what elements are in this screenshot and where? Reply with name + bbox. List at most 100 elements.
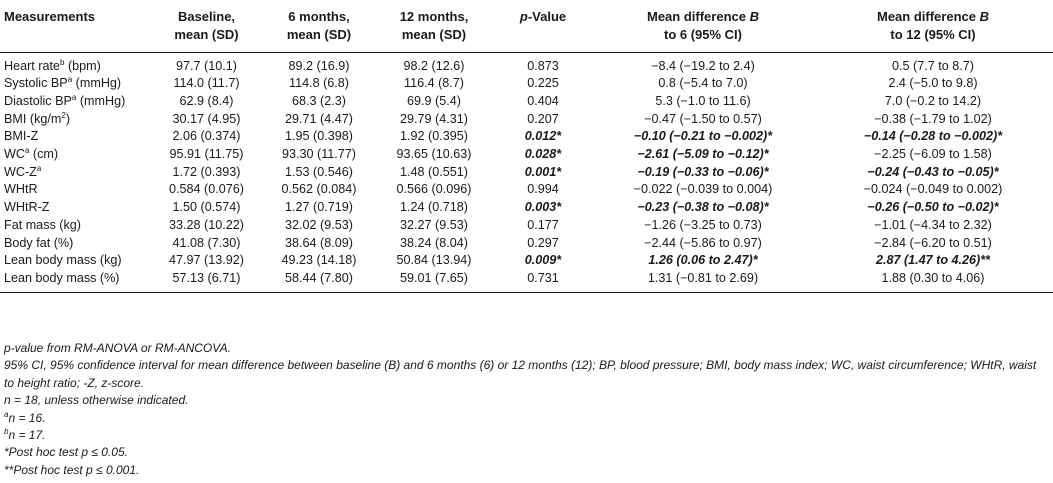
cell-diff-12: −0.024 (−0.049 to 0.002) xyxy=(863,182,1003,197)
cell-diff-12: 1.88 (0.30 to 4.06) xyxy=(813,269,1053,293)
cell-measurement: Fat mass (kg) xyxy=(4,217,81,232)
cell-12-months: 59.01 (7.65) xyxy=(375,269,493,293)
cell-p-value: 0.001* xyxy=(524,164,562,179)
cell-p-value: 0.003* xyxy=(524,200,562,215)
cell-diff-6: −0.47 (−1.50 to 0.57) xyxy=(644,111,762,126)
cell-diff-6: 0.8 (−5.4 to 7.0) xyxy=(658,76,748,91)
cell-measurement: WHtR xyxy=(4,182,38,197)
cell-baseline: 41.08 (7.30) xyxy=(172,235,241,250)
header-baseline: Baseline, mean (SD) xyxy=(150,0,263,53)
cell-baseline: 62.9 (8.4) xyxy=(179,93,234,108)
cell-diff-12: 2.87 (1.47 to 4.26)** xyxy=(875,253,991,268)
cell-p-value: 0.009* xyxy=(524,253,562,268)
results-table: Measurements Baseline, mean (SD) 6 months… xyxy=(0,0,1053,293)
cell-6-months: 1.53 (0.546) xyxy=(285,164,353,179)
table-row: Lean body mass (kg) 47.97 (13.92) 49.23 (1… xyxy=(0,252,1053,270)
cell-6-months: 49.23 (14.18) xyxy=(281,253,357,268)
cell-p-value: 0.177 xyxy=(527,217,559,232)
cell-baseline: 2.06 (0.374) xyxy=(172,129,241,144)
cell-measurement: BMI-Z xyxy=(4,129,39,144)
cell-p-value: 0.207 xyxy=(527,111,559,126)
cell-12-months: 1.92 (0.395) xyxy=(400,129,468,144)
cell-diff-12: −0.38 (−1.79 to 1.02) xyxy=(874,111,992,126)
header-p-value: p-Value xyxy=(493,0,593,53)
cell-diff-6: −0.23 (−0.38 to −0.08)* xyxy=(637,200,769,215)
footnote: bn = 17. xyxy=(4,427,46,443)
cell-diff-6: 1.26 (0.06 to 2.47)* xyxy=(648,253,758,268)
cell-6-months: 114.8 (6.8) xyxy=(289,76,349,91)
cell-diff-12: −1.01 (−4.34 to 2.32) xyxy=(874,217,992,232)
cell-12-months: 32.27 (9.53) xyxy=(400,217,468,232)
header-6-months: 6 months, mean (SD) xyxy=(263,0,375,53)
footnote: p-value from RM-ANOVA or RM-ANCOVA. xyxy=(4,341,231,355)
cell-baseline: 114.0 (11.7) xyxy=(173,76,240,91)
cell-diff-12: −0.26 (−0.50 to −0.02)* xyxy=(867,200,999,215)
cell-baseline: 0.584 (0.076) xyxy=(169,182,244,197)
cell-baseline: 95.91 (11.75) xyxy=(169,147,244,162)
cell-6-months: 32.02 (9.53) xyxy=(285,217,353,232)
cell-baseline: 30.17 (4.95) xyxy=(172,111,241,126)
cell-measurement: BMI (kg/m2) xyxy=(4,110,71,126)
cell-6-months: 1.95 (0.398) xyxy=(285,129,353,144)
cell-6-months: 1.27 (0.719) xyxy=(285,200,353,215)
table-row: WCa (cm) 95.91 (11.75) 93.30 (11.77) 93.65 … xyxy=(0,146,1053,164)
cell-6-months: 0.562 (0.084) xyxy=(281,182,357,197)
footnote: n = 18, unless otherwise indicated. xyxy=(4,393,189,408)
cell-diff-6: 5.3 (−1.0 to 11.6) xyxy=(655,93,751,108)
cell-diff-6: −0.022 (−0.039 to 0.004) xyxy=(633,182,773,197)
table-row: Systolic BPa (mmHg) 114.0 (11.7) 114.8 (6.… xyxy=(0,75,1053,93)
cell-baseline: 1.50 (0.574) xyxy=(172,200,241,215)
table-row: WC-Za 1.72 (0.393) 1.53 (0.546) 1.48 (0.551… xyxy=(0,164,1053,182)
cell-p-value: 0.873 xyxy=(527,58,559,73)
cell-measurement: Body fat (%) xyxy=(4,235,74,250)
cell-diff-6: −0.19 (−0.33 to −0.06)* xyxy=(637,164,769,179)
table-row: Lean body mass (%) 57.13 (6.71) 58.44 (7.8… xyxy=(0,269,1053,293)
footnote: 95% CI, 95% confidence interval for mean… xyxy=(4,358,1037,390)
table-row: BMI-Z 2.06 (0.374) 1.95 (0.398) 1.92 (0.395… xyxy=(0,128,1053,146)
table-footnotes: p-value from RM-ANOVA or RM-ANCOVA. 95% … xyxy=(4,340,1044,479)
cell-p-value: 0.404 xyxy=(527,93,559,108)
cell-12-months: 50.84 (13.94) xyxy=(396,253,472,268)
cell-6-months: 38.64 (8.09) xyxy=(285,235,353,250)
cell-6-months: 58.44 (7.80) xyxy=(263,269,375,293)
cell-p-value: 0.994 xyxy=(527,182,559,197)
cell-measurement: Systolic BPa (mmHg) xyxy=(4,75,122,91)
cell-12-months: 116.4 (8.7) xyxy=(404,76,464,91)
header-12-months: 12 months, mean (SD) xyxy=(375,0,493,53)
cell-baseline: 57.13 (6.71) xyxy=(150,269,263,293)
table-row: Body fat (%) 41.08 (7.30) 38.64 (8.09) 38.2… xyxy=(0,235,1053,253)
cell-diff-6: −2.61 (−5.09 to −0.12)* xyxy=(637,147,769,162)
table-row: Fat mass (kg) 33.28 (10.22) 32.02 (9.53) 32… xyxy=(0,217,1053,235)
cell-diff-6: 1.31 (−0.81 to 2.69) xyxy=(593,269,813,293)
cell-diff-12: −0.14 (−0.28 to −0.002)* xyxy=(863,129,1003,144)
table-row: Diastolic BPa (mmHg) 62.9 (8.4) 68.3 (2.3)… xyxy=(0,93,1053,111)
cell-baseline: 97.7 (10.1) xyxy=(176,58,237,73)
cell-6-months: 93.30 (11.77) xyxy=(282,147,356,162)
cell-diff-12: −0.24 (−0.43 to −0.05)* xyxy=(867,164,999,179)
cell-6-months: 89.2 (16.9) xyxy=(288,58,350,73)
cell-baseline: 33.28 (10.22) xyxy=(169,217,244,232)
cell-diff-6: −0.10 (−0.21 to −0.002)* xyxy=(633,129,773,144)
cell-diff-12: −2.25 (−6.09 to 1.58) xyxy=(874,147,992,162)
cell-baseline: 1.72 (0.393) xyxy=(172,164,241,179)
footnote: *Post hoc test p ≤ 0.05. xyxy=(4,445,128,460)
cell-6-months: 29.71 (4.47) xyxy=(285,111,353,126)
cell-12-months: 1.48 (0.551) xyxy=(400,164,468,179)
cell-p-value: 0.225 xyxy=(527,76,559,91)
footnote: **Post hoc test p ≤ 0.001. xyxy=(4,462,140,477)
cell-diff-12: 0.5 (7.7 to 8.7) xyxy=(892,58,974,73)
cell-12-months: 1.24 (0.718) xyxy=(400,200,468,215)
cell-12-months: 38.24 (8.04) xyxy=(400,235,468,250)
cell-p-value: 0.731 xyxy=(493,269,593,293)
footnote: an = 16. xyxy=(4,409,46,425)
cell-measurement: Lean body mass (kg) xyxy=(4,253,122,268)
cell-measurement: Diastolic BPa (mmHg) xyxy=(4,92,126,108)
cell-measurement: Lean body mass (%) xyxy=(0,269,150,293)
cell-diff-6: −8.4 (−19.2 to 2.4) xyxy=(651,58,755,73)
cell-12-months: 29.79 (4.31) xyxy=(400,111,468,126)
header-measurements: Measurements xyxy=(0,0,150,53)
cell-diff-6: −1.26 (−3.25 to 0.73) xyxy=(644,217,762,232)
